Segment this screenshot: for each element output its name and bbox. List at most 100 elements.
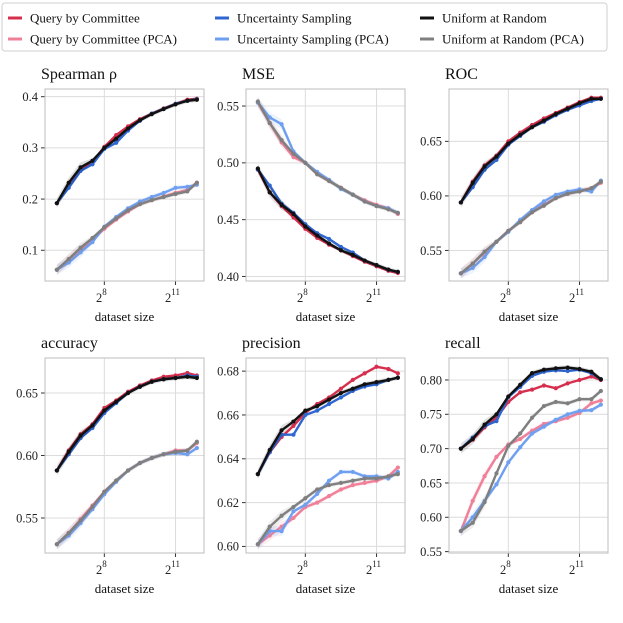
data-point	[149, 111, 154, 117]
data-point	[315, 500, 320, 505]
data-point	[54, 542, 59, 547]
data-point	[386, 366, 391, 372]
data-point	[494, 154, 499, 159]
data-point	[338, 395, 344, 400]
data-point	[194, 180, 199, 185]
data-point	[267, 533, 272, 538]
data-point	[589, 374, 594, 379]
data-point	[598, 377, 603, 382]
y-tick-label: 0.55	[420, 545, 442, 559]
data-point	[565, 365, 570, 370]
data-point	[255, 542, 260, 547]
data-point	[395, 375, 400, 380]
data-point	[291, 515, 296, 521]
y-tick-label: 0.3	[22, 141, 38, 155]
data-point	[326, 493, 332, 499]
x-tick-label: 211	[165, 559, 180, 577]
x-tick-label: 211	[569, 287, 584, 305]
x-tick-base: 2	[297, 563, 303, 577]
data-point	[598, 179, 603, 184]
legend: Query by Committee Query by Committee (PC…	[1, 2, 608, 52]
y-tick-label: 0.68	[217, 364, 239, 378]
confidence-band	[460, 178, 601, 279]
data-point	[90, 235, 95, 241]
data-point	[66, 256, 71, 262]
data-point	[470, 265, 475, 271]
data-point	[518, 436, 523, 442]
data-point	[362, 476, 367, 481]
data-point	[541, 424, 547, 429]
data-point	[518, 431, 523, 436]
plot-frame	[245, 357, 406, 554]
x-tick-exponent: 8	[506, 287, 511, 297]
data-point	[125, 468, 131, 473]
data-point	[315, 404, 320, 409]
data-point	[267, 447, 272, 453]
data-point	[279, 428, 284, 433]
x-tick-label: 28	[500, 287, 511, 305]
y-tick-label: 0.60	[420, 189, 442, 203]
chart-title: precision	[242, 335, 301, 352]
data-point	[173, 375, 178, 381]
data-point	[255, 99, 260, 104]
data-point	[315, 172, 320, 177]
data-point	[458, 271, 463, 276]
data-point	[338, 248, 344, 253]
data-point	[553, 386, 558, 391]
data-point	[114, 136, 119, 141]
data-point	[598, 398, 603, 403]
data-point	[350, 478, 355, 483]
data-point	[303, 160, 308, 165]
data-point	[338, 469, 344, 475]
data-point	[470, 515, 475, 520]
y-tick-label: 0.62	[217, 496, 239, 510]
legend-label: Query by Committee	[30, 11, 140, 26]
chart-title: recall	[445, 335, 481, 352]
data-point	[161, 452, 166, 457]
data-point	[494, 471, 499, 476]
data-point	[494, 419, 499, 424]
data-point	[194, 97, 199, 102]
data-point	[362, 371, 367, 376]
x-tick-label: 211	[165, 287, 180, 305]
x-tick-base: 2	[96, 291, 102, 305]
legend-label: Uncertainty Sampling (PCA)	[237, 32, 389, 47]
data-point	[350, 192, 355, 197]
data-point	[589, 369, 594, 374]
data-point	[291, 211, 296, 217]
data-point	[553, 417, 558, 422]
data-point	[529, 210, 535, 215]
x-axis-label: dataset size	[95, 581, 155, 596]
data-point	[395, 210, 400, 215]
plot-frame	[44, 357, 205, 554]
data-point	[470, 498, 475, 503]
y-tick-label: 0.60	[217, 540, 239, 554]
chart-title: ROC	[445, 66, 478, 83]
data-point	[125, 390, 131, 396]
data-point	[173, 102, 178, 107]
data-point	[267, 183, 272, 188]
data-point	[161, 190, 166, 196]
data-point	[386, 377, 391, 383]
data-point	[149, 455, 154, 461]
data-point	[66, 530, 71, 536]
data-point	[386, 267, 391, 272]
data-point	[494, 482, 499, 487]
legend-label: Uniform at Random (PCA)	[442, 32, 584, 47]
data-point	[279, 122, 284, 127]
plot-frame	[448, 357, 609, 554]
data-point	[541, 203, 547, 208]
data-point	[374, 380, 379, 385]
data-point	[395, 465, 400, 470]
x-axis-label: dataset size	[499, 309, 559, 324]
data-point	[137, 202, 143, 207]
data-point	[577, 189, 582, 194]
data-point	[137, 460, 143, 466]
x-tick-exponent: 11	[171, 559, 180, 569]
data-point	[350, 482, 355, 488]
x-tick-base: 2	[500, 563, 506, 577]
